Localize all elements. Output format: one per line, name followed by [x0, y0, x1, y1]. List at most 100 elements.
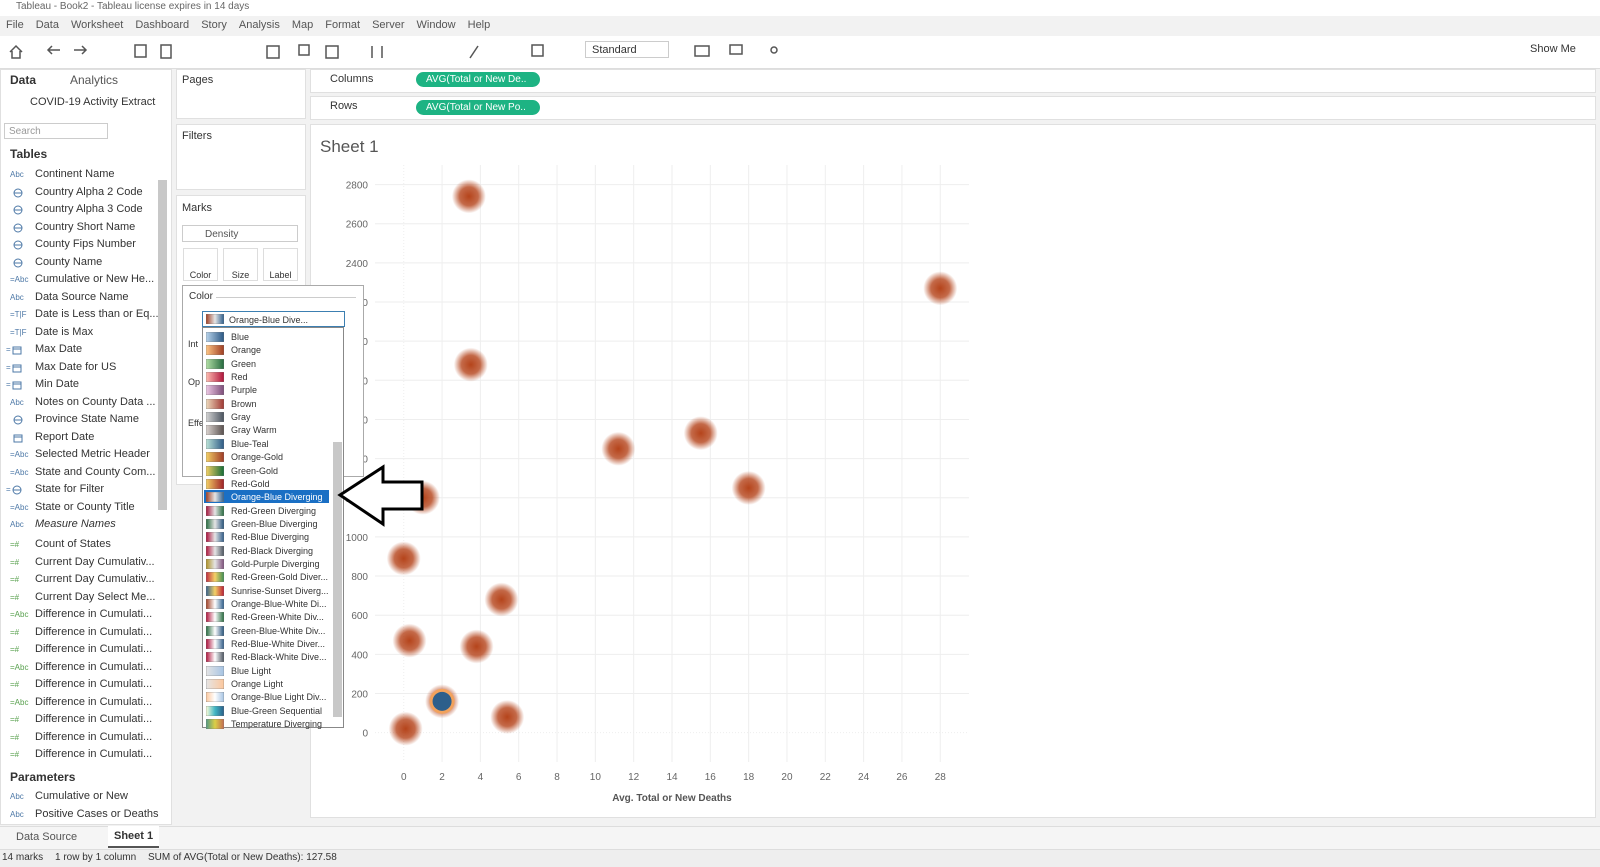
palette-option[interactable]: Orange-Blue-White Di...	[231, 599, 327, 609]
field-name[interactable]: Report Date	[35, 430, 95, 443]
field-name[interactable]: Difference in Cumulati...	[35, 625, 153, 638]
field-name[interactable]: Difference in Cumulati...	[35, 678, 153, 690]
menu-item[interactable]: Story	[201, 19, 227, 31]
mark-property-button[interactable]: Size	[223, 248, 258, 281]
field-name[interactable]: Difference in Cumulati...	[35, 608, 153, 620]
field-name[interactable]: Max Date for US	[35, 360, 117, 373]
field-name[interactable]: Current Day Cumulativ...	[35, 555, 155, 568]
field-name[interactable]: County Fips Number	[35, 238, 136, 250]
palette-option[interactable]: Gold-Purple Diverging	[231, 558, 320, 569]
field-name[interactable]: Country Alpha 2 Code	[35, 185, 143, 198]
menu-item[interactable]: Dashboard	[135, 19, 190, 31]
show-me-button[interactable]: Show Me	[1530, 43, 1576, 55]
field-name[interactable]: Notes on County Data ...	[35, 395, 156, 408]
palette-option[interactable]: Sunrise-Sunset Diverg...	[231, 585, 329, 596]
palette-option[interactable]: Blue	[231, 332, 250, 342]
palette-option[interactable]: Purple	[231, 385, 258, 396]
field-name[interactable]: Cumulative or New He...	[35, 273, 155, 285]
palette-option[interactable]: Red-Gold	[231, 478, 270, 489]
field-name[interactable]: Selected Metric Header	[35, 448, 150, 460]
field-name[interactable]: Min Date	[35, 378, 80, 390]
menu-item[interactable]: File	[6, 19, 24, 31]
data-tab[interactable]: Data	[10, 73, 37, 87]
palette-option[interactable]: Gray	[231, 412, 251, 423]
menu-item[interactable]: Analysis	[238, 19, 280, 31]
palette-option[interactable]: Blue-Teal	[231, 438, 269, 449]
field-name[interactable]: Country Short Name	[35, 220, 136, 233]
mark-property-button[interactable]: Label	[263, 248, 298, 281]
highlight-icon[interactable]	[469, 45, 479, 59]
palette-option[interactable]: Green-Blue-White Div...	[231, 625, 326, 636]
analytics-tab[interactable]: Analytics	[70, 73, 119, 87]
fit-dropdown[interactable]: Standard	[585, 41, 669, 58]
undo-icon[interactable]	[46, 45, 60, 55]
palette-option[interactable]: Red-Blue-White Diver...	[231, 639, 326, 650]
field-name[interactable]: Cumulative or New	[35, 790, 128, 802]
field-name[interactable]: Date is Max	[35, 325, 94, 338]
field-name[interactable]: County Name	[35, 255, 103, 268]
palette-option[interactable]: Orange	[231, 345, 262, 356]
palette-option[interactable]: Orange-Gold	[231, 452, 284, 463]
menu-item[interactable]: Format	[325, 19, 361, 31]
menu-item[interactable]: Server	[372, 19, 405, 31]
palette-option[interactable]: Red-Green Diverging	[231, 505, 317, 516]
clear-icon[interactable]	[325, 45, 339, 59]
sheet-tab[interactable]: Sheet 1	[108, 826, 160, 848]
palette-option[interactable]: Red-Green-White Div...	[231, 612, 324, 623]
rows-pill[interactable]: AVG(Total or New Po..	[416, 100, 540, 115]
palette-scrollbar[interactable]	[333, 442, 342, 717]
palette-option[interactable]: Brown	[231, 398, 257, 409]
text-icon[interactable]	[531, 44, 544, 57]
new-datasource-icon[interactable]	[160, 44, 172, 59]
field-name[interactable]: Difference in Cumulati...	[35, 695, 153, 708]
menu-item[interactable]: Data	[35, 19, 59, 31]
field-name[interactable]: Data Source Name	[35, 290, 129, 303]
save-icon[interactable]	[134, 44, 147, 58]
home-icon[interactable]	[9, 44, 23, 59]
palette-option[interactable]: Orange-Blue Light Div...	[231, 692, 327, 703]
presentation-icon[interactable]	[729, 44, 743, 55]
field-name[interactable]: State or County Title	[35, 500, 135, 513]
field-name[interactable]: Difference in Cumulati...	[35, 713, 153, 725]
field-name[interactable]: Current Day Select Me...	[35, 590, 156, 603]
columns-pill[interactable]: AVG(Total or New De..	[416, 72, 540, 87]
palette-option[interactable]: Blue-Green Sequential	[231, 705, 323, 716]
cards-icon[interactable]	[694, 45, 710, 57]
palette-option[interactable]: Gray Warm	[231, 425, 277, 436]
field-name[interactable]: Count of States	[35, 538, 111, 550]
menu-item[interactable]: Help	[467, 19, 491, 31]
field-name[interactable]: Country Alpha 3 Code	[35, 203, 143, 215]
field-name[interactable]: State for Filter	[35, 483, 105, 495]
duplicate-icon[interactable]	[298, 44, 310, 56]
field-name[interactable]: Continent Name	[35, 168, 115, 180]
field-name[interactable]: Difference in Cumulati...	[35, 643, 153, 655]
field-name[interactable]: Positive Cases or Deaths	[35, 807, 159, 820]
palette-option[interactable]: Red-Green-Gold Diver...	[231, 572, 329, 583]
mark-property-button[interactable]: Color	[183, 248, 218, 281]
menu-item[interactable]: Map	[291, 19, 314, 31]
search-box[interactable]: Search	[4, 123, 108, 139]
palette-option[interactable]: Green	[231, 358, 257, 369]
field-name-italic[interactable]: Measure Names	[35, 518, 116, 530]
filters-shelf[interactable]	[176, 124, 306, 190]
field-name[interactable]: Current Day Cumulativ...	[35, 573, 155, 585]
field-name[interactable]: Difference in Cumulati...	[35, 748, 153, 760]
data-source-tab[interactable]: Data Source	[16, 831, 78, 843]
palette-option[interactable]: Green-Gold	[231, 465, 279, 476]
palette-option[interactable]: Red-Blue Diverging	[231, 532, 310, 543]
palette-select[interactable]: Orange-Blue Dive...	[202, 311, 345, 327]
menu-item[interactable]: Worksheet	[70, 19, 124, 31]
redo-icon[interactable]	[74, 45, 88, 55]
field-name[interactable]: Date is Less than or Eq...	[35, 308, 159, 320]
swap-icon[interactable]	[371, 46, 383, 58]
share-icon[interactable]	[770, 46, 778, 54]
field-name[interactable]: State and County Com...	[35, 465, 156, 478]
pages-shelf[interactable]	[176, 69, 306, 119]
palette-option[interactable]: Orange Light	[231, 679, 284, 690]
palette-option[interactable]: Red	[231, 372, 248, 383]
menu-item[interactable]: Window	[416, 19, 456, 31]
field-name[interactable]: Province State Name	[35, 413, 139, 425]
new-sheet-icon[interactable]	[266, 45, 280, 59]
palette-option[interactable]: Blue Light	[231, 665, 272, 676]
mark-type-dropdown[interactable]: Density	[182, 225, 298, 242]
